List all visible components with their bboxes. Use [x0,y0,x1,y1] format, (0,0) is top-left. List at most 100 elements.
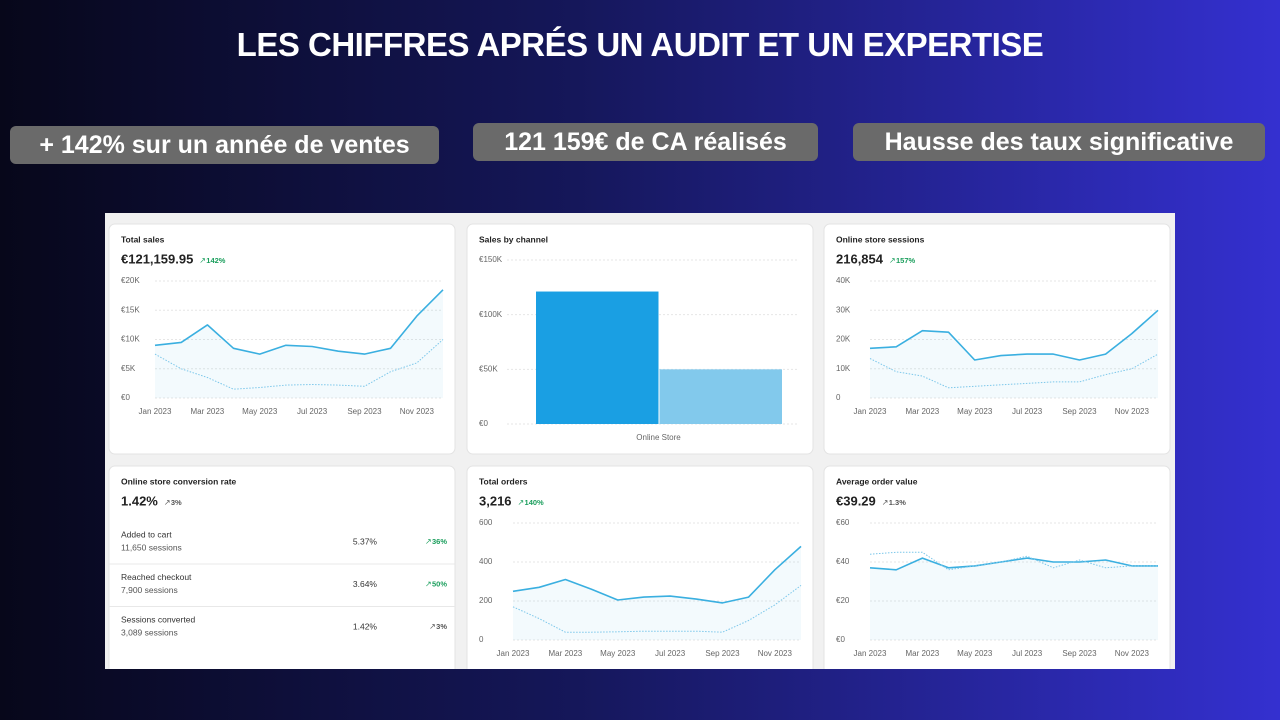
panel-title: Total orders [479,476,528,486]
change-arrow: ↗ [425,537,432,546]
y-tick-label: 200 [479,596,493,605]
x-tick-label: Sep 2023 [1062,407,1097,416]
y-tick-label: €40 [836,557,850,566]
panel-title: Total sales [121,234,165,244]
y-tick-label: 600 [479,518,493,527]
row-change: 36% [432,537,447,546]
panel: Total sales €121,159.95 ↗ 142% €0 €5K €10K €15K… [108,223,456,455]
y-tick-label: 10K [836,364,851,373]
x-tick-label: Nov 2023 [400,407,435,416]
y-tick-label: 20K [836,335,851,344]
panel-card [466,465,814,669]
change-arrow: ↗ [518,498,525,507]
x-tick-label: Jan 2023 [854,407,887,416]
panel-title: Average order value [836,476,918,486]
x-tick-label: Nov 2023 [1115,407,1150,416]
panel-change: 157% [896,256,916,265]
line [869,557,1158,571]
line [869,551,1158,571]
change-arrow: ↗ [199,256,206,265]
y-tick-label: 0 [479,635,484,644]
y-tick-label: €0 [836,635,845,644]
slide-title: LES CHIFFRES APRÉS UN AUDIT ET UN EXPERT… [236,26,1044,63]
x-tick-label: Jul 2023 [655,649,686,658]
highlight: Hausse des taux significative [853,123,1265,161]
y-tick-label: €20K [121,276,140,285]
y-tick-label: €0 [479,419,488,428]
x-tick-label: Nov 2023 [758,649,793,658]
x-tick-label: May 2023 [957,407,993,416]
highlight: + 142% sur un année de ventes [10,126,439,164]
row-label: Sessions converted [121,614,195,624]
panel-change: 1.3% [889,498,906,507]
area [513,546,801,640]
panel-change: 140% [525,498,545,507]
line [869,353,1159,389]
change-arrow: ↗ [425,580,432,589]
x-tick-label: Sep 2023 [347,407,382,416]
line [512,584,802,633]
panel-value: 216,854 [836,251,884,266]
y-tick-label: €15K [121,305,140,314]
x-tick-label: Online Store [636,433,681,442]
line [869,309,1159,361]
y-tick-label: €10K [121,335,140,344]
panel: Average order value €39.29 ↗ 1.3% €0 €20 €40 €6… [823,465,1171,669]
dashboard: Total sales €121,159.95 ↗ 142% €0 €5K €10K €15K… [105,213,1175,669]
x-tick-label: May 2023 [957,649,993,658]
panel-title: Online store conversion rate [121,476,237,486]
y-tick-label: €5K [121,364,136,373]
x-tick-label: Nov 2023 [1115,649,1150,658]
y-tick-label: €50K [479,364,498,373]
y-tick-label: 40K [836,276,851,285]
line [512,545,802,604]
panel-card [108,465,456,669]
row-label: Added to cart [121,529,172,539]
panel-value: 3,216 [479,493,512,508]
panel: Total orders 3,216 ↗ 140% 0 200 400 600 Jan 2023… [466,465,814,669]
panel: Sales by channel €0 €50K €100K €150K Online S… [466,223,814,455]
x-tick-label: Mar 2023 [905,649,939,658]
x-tick-label: Jul 2023 [1012,407,1043,416]
change-arrow: ↗ [889,256,896,265]
y-tick-label: 0 [836,393,841,402]
row-change: 50% [432,579,447,588]
x-tick-label: Jan 2023 [854,649,887,658]
panel-change: 142% [206,256,226,265]
x-tick-label: May 2023 [242,407,278,416]
dashboard-panels: Total sales€121,159.95 ↗ 142%€0€5K€10K€15K… [108,223,1171,669]
y-tick-label: €60 [836,518,850,527]
x-tick-label: Sep 2023 [1062,649,1097,658]
row-rate: 1.42% [353,621,378,631]
row-label: Reached checkout [121,572,192,582]
row-sessions: 11,650 sessions [121,542,182,552]
panel-title: Online store sessions [836,234,925,244]
line [154,289,444,355]
row-sessions: 3,089 sessions [121,627,178,637]
y-tick-label: €150K [479,255,503,264]
highlight: 121 159€ de CA réalisés [473,123,818,161]
row-rate: 5.37% [353,536,378,546]
panel-change: 3% [171,498,182,507]
bar [536,291,659,424]
panel-value: 1.42% [121,493,158,508]
change-arrow: ↗ [429,622,436,631]
row-rate: 3.64% [353,579,378,589]
x-tick-label: Jan 2023 [497,649,530,658]
row-change: 3% [436,622,447,631]
panel: Online store sessions 216,854 ↗ 157% 0 10K 20K… [823,223,1171,455]
x-tick-label: Jan 2023 [139,407,172,416]
change-arrow: ↗ [882,498,889,507]
x-tick-label: Jul 2023 [297,407,328,416]
panel-value: €121,159.95 [121,251,193,266]
x-tick-label: Mar 2023 [190,407,224,416]
area [155,289,443,398]
area [870,558,1158,640]
panel-card [823,465,1171,669]
x-tick-label: Jul 2023 [1012,649,1043,658]
x-tick-label: Mar 2023 [905,407,939,416]
panel-value: €39.29 [836,493,876,508]
x-tick-label: Sep 2023 [705,649,740,658]
